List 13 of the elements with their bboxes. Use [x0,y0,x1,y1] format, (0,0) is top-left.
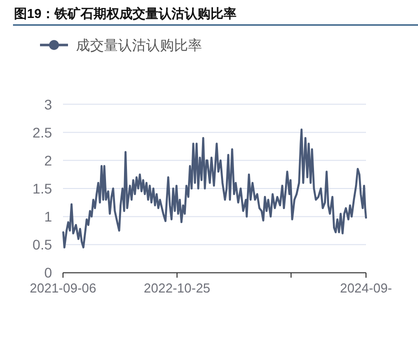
line-series [62,128,367,248]
y-tick-label: 0.5 [32,236,52,253]
y-tick-label: 2 [44,152,52,168]
y-tick-label: 3 [44,96,52,112]
chart-title: 图19：铁矿石期权成交量认沽认购比率 [14,6,236,21]
x-tick-label: 2021-09-06 [30,280,96,296]
legend-label: 成交量认沽认购比率 [76,37,202,53]
y-tick-label: 0 [44,264,52,281]
x-tick-label: 2024-09- [340,280,392,296]
x-tick-label: 2022-10-25 [144,280,210,296]
y-tick-label: 1 [44,208,52,225]
y-tick-label: 1.5 [32,180,52,196]
y-tick-label: 2.5 [32,124,52,140]
